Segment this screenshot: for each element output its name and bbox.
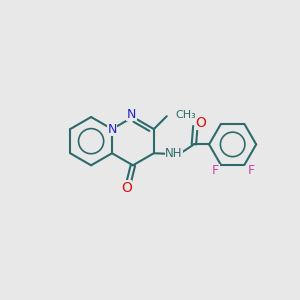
Text: O: O xyxy=(121,181,132,195)
Text: N: N xyxy=(107,123,117,136)
Text: F: F xyxy=(212,164,219,177)
Text: NH: NH xyxy=(165,147,183,160)
Text: CH₃: CH₃ xyxy=(176,110,196,120)
Text: F: F xyxy=(247,164,254,177)
Text: O: O xyxy=(195,116,206,130)
Text: N: N xyxy=(127,108,136,121)
